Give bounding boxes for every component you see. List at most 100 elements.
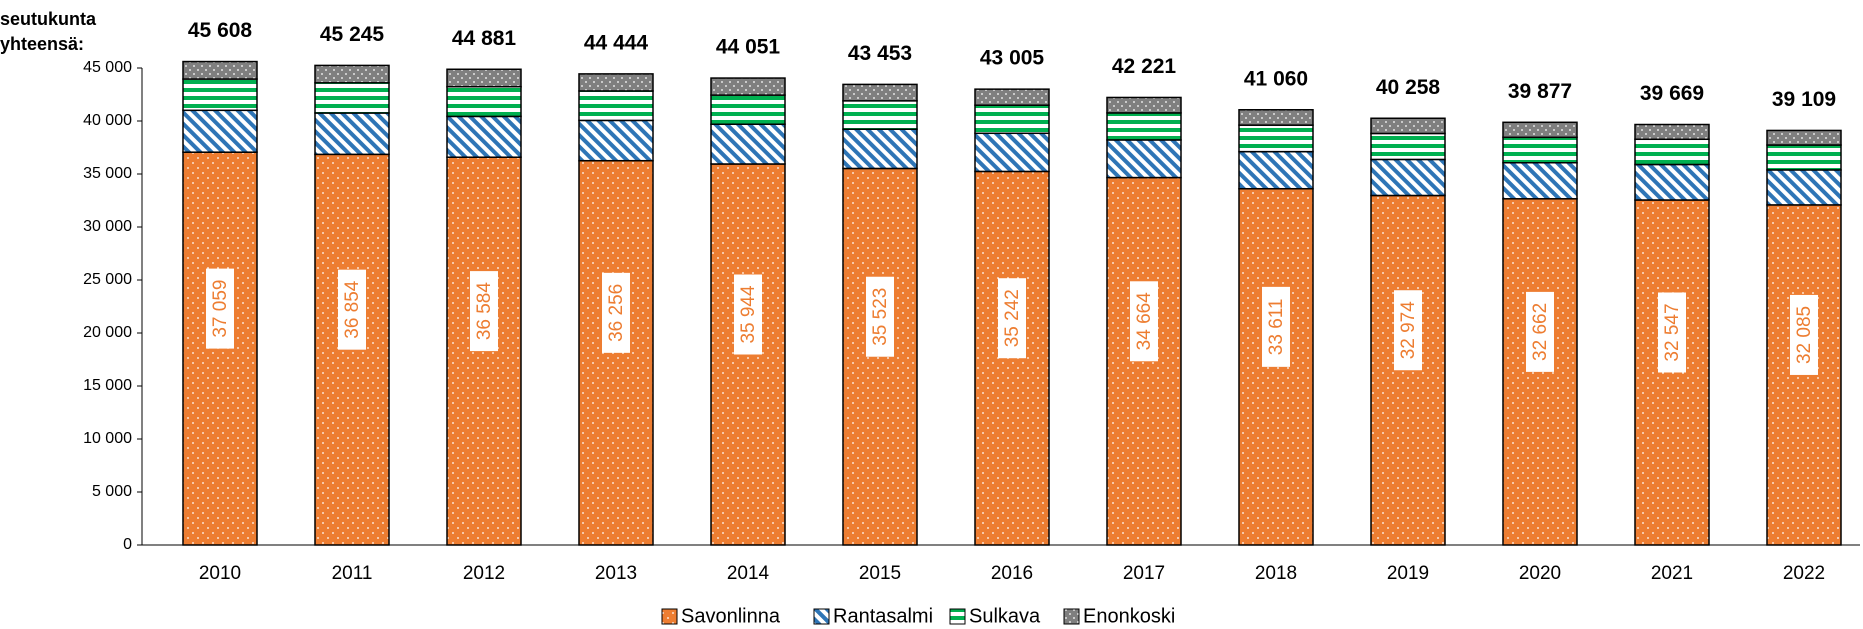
value-label-box <box>734 274 762 355</box>
legend-swatch <box>661 608 678 625</box>
bar-segment <box>182 60 258 80</box>
total-label: 41 060 <box>1244 67 1308 90</box>
x-tick-label: 2015 <box>859 563 901 584</box>
bar-segment <box>842 167 918 546</box>
value-label: 32 085 <box>1790 294 1818 375</box>
bar-segment <box>1766 169 1842 206</box>
value-label-box <box>1790 294 1818 375</box>
value-label-text: 32 974 <box>1398 301 1419 360</box>
bar-segment <box>1106 96 1182 114</box>
total-label: 43 005 <box>980 47 1045 70</box>
value-label: 36 854 <box>338 269 366 350</box>
y-tick-label: 0 <box>123 536 132 553</box>
x-tick-label: 2011 <box>332 563 373 584</box>
value-label-box <box>998 278 1026 359</box>
bar-segment <box>710 77 786 96</box>
bar-segment <box>1238 124 1314 153</box>
value-label-box <box>470 271 498 352</box>
value-label-text: 36 584 <box>474 282 495 341</box>
bar-segment <box>710 163 786 546</box>
bar-segment <box>1238 109 1314 126</box>
x-tick-label: 2014 <box>727 563 770 584</box>
bar-segment <box>1106 176 1182 546</box>
bar-segment <box>1502 161 1578 200</box>
bar-segment <box>842 128 918 170</box>
total-label: 45 608 <box>188 19 253 42</box>
bar-segment <box>1502 198 1578 546</box>
bar-segment <box>1370 194 1446 546</box>
value-label-box <box>866 276 894 357</box>
y-tick-label: 5 000 <box>92 483 132 500</box>
y-axis-title: seutukunta <box>0 9 97 29</box>
y-tick-label: 35 000 <box>83 165 132 182</box>
value-label-box <box>1394 290 1422 371</box>
bar-segment <box>1106 139 1182 179</box>
bar-segment <box>974 132 1050 173</box>
bar-segment <box>182 78 258 112</box>
bar-segment <box>446 68 522 88</box>
total-label: 39 109 <box>1772 88 1836 111</box>
value-label-text: 35 944 <box>738 285 759 344</box>
total-label: 44 444 <box>584 31 649 54</box>
y-tick-label: 20 000 <box>83 324 132 341</box>
total-label: 39 669 <box>1640 82 1704 105</box>
value-label-box <box>1262 286 1290 367</box>
bar-segment <box>974 104 1050 135</box>
legend-swatch <box>949 608 966 625</box>
bar-segment <box>1370 132 1446 161</box>
legend-label: Rantasalmi <box>833 605 933 627</box>
value-label: 34 664 <box>1130 281 1158 362</box>
bar-segment <box>710 123 786 165</box>
value-label: 33 611 <box>1262 286 1290 367</box>
y-tick-label: 25 000 <box>83 271 132 288</box>
value-label-text: 35 523 <box>870 288 891 346</box>
total-label: 39 877 <box>1508 80 1572 103</box>
bar-segment <box>578 90 654 122</box>
value-label-box <box>1526 291 1554 372</box>
y-tick-label: 10 000 <box>83 430 132 447</box>
value-label: 32 974 <box>1394 290 1422 371</box>
bar-segment <box>1766 204 1842 546</box>
x-tick-label: 2016 <box>991 563 1033 584</box>
value-label: 35 523 <box>866 276 894 357</box>
legend-swatch <box>1063 608 1080 625</box>
x-tick-label: 2018 <box>1255 563 1297 584</box>
value-label-text: 32 662 <box>1530 303 1551 361</box>
value-label-box <box>338 269 366 350</box>
bar-segment <box>1766 129 1842 146</box>
value-label: 35 242 <box>998 278 1026 359</box>
value-label-text: 35 242 <box>1002 289 1023 347</box>
value-label-text: 32 547 <box>1662 303 1683 361</box>
x-tick-label: 2010 <box>199 563 241 584</box>
value-label-text: 33 611 <box>1266 299 1287 356</box>
y-tick-label: 45 000 <box>83 59 132 76</box>
bar-segment <box>578 73 654 92</box>
value-label: 35 944 <box>734 274 762 355</box>
x-tick-label: 2012 <box>463 563 505 584</box>
value-label-text: 36 854 <box>342 280 363 339</box>
x-tick-label: 2020 <box>1519 563 1561 584</box>
legend-swatch <box>813 608 830 625</box>
bar-segment <box>182 109 258 153</box>
total-label: 40 258 <box>1376 76 1441 99</box>
y-axis-title: yhteensä: <box>0 34 84 54</box>
x-tick-label: 2017 <box>1123 563 1165 584</box>
bar-segment <box>446 115 522 158</box>
total-label: 45 245 <box>320 23 385 46</box>
value-label-text: 32 085 <box>1794 306 1815 364</box>
bar-segment <box>578 119 654 162</box>
legend-label: Sulkava <box>969 605 1041 627</box>
bar-segment <box>1766 144 1842 171</box>
bar-segment <box>314 82 390 114</box>
value-label-box <box>1658 292 1686 373</box>
bar-segment <box>1106 112 1182 141</box>
x-tick-label: 2019 <box>1387 563 1429 584</box>
value-label: 32 547 <box>1658 292 1686 373</box>
value-label-box <box>602 272 630 353</box>
total-label: 44 881 <box>452 27 517 50</box>
value-label: 36 584 <box>470 271 498 352</box>
bar-segment <box>314 112 390 156</box>
bar-segment <box>1634 138 1710 166</box>
bar-segment <box>1370 158 1446 197</box>
